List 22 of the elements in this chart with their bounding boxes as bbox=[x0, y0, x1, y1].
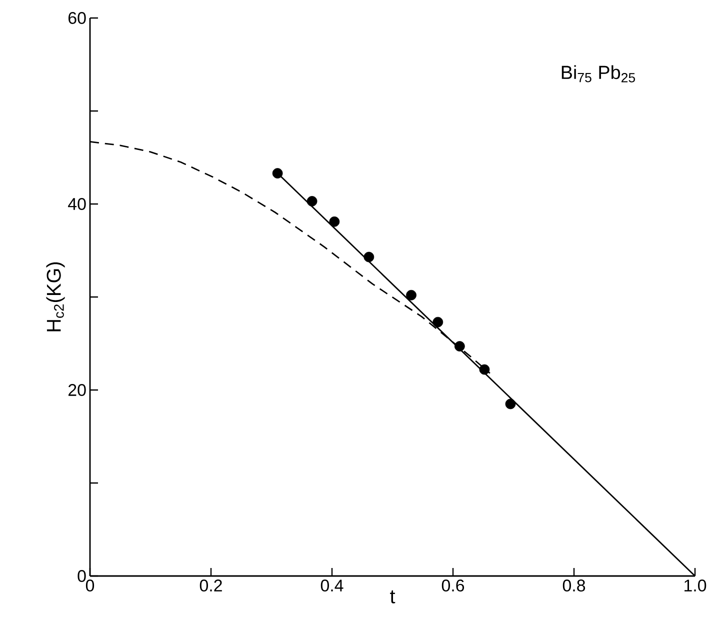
point bbox=[364, 252, 374, 262]
y-tick-label: 60 bbox=[68, 12, 86, 24]
point bbox=[272, 168, 283, 179]
x-tick-label: 0 bbox=[86, 580, 94, 592]
annotation: Bi$_{75}$ Pb$_{25}$ bbox=[562, 65, 636, 82]
y-tick-label: 0 bbox=[78, 570, 86, 582]
point bbox=[306, 196, 318, 206]
x-tick-label: 1.0 bbox=[684, 580, 706, 592]
y-tick-label: 20 bbox=[68, 384, 86, 396]
point bbox=[329, 216, 340, 227]
y-tick-label: 40 bbox=[68, 198, 86, 210]
y-axis-title: H$_{c2}$(KG) bbox=[46, 262, 65, 332]
x-tick-label: 0.6 bbox=[442, 580, 464, 592]
x-tick-label: 0.4 bbox=[320, 580, 344, 592]
x-tick-label: 0.8 bbox=[562, 580, 586, 592]
point bbox=[432, 316, 444, 328]
x-tick-label: 0.2 bbox=[200, 580, 222, 592]
point bbox=[479, 364, 490, 375]
point bbox=[505, 398, 516, 410]
x-axis-title: t bbox=[390, 590, 396, 604]
point bbox=[454, 341, 465, 352]
point bbox=[406, 290, 416, 300]
